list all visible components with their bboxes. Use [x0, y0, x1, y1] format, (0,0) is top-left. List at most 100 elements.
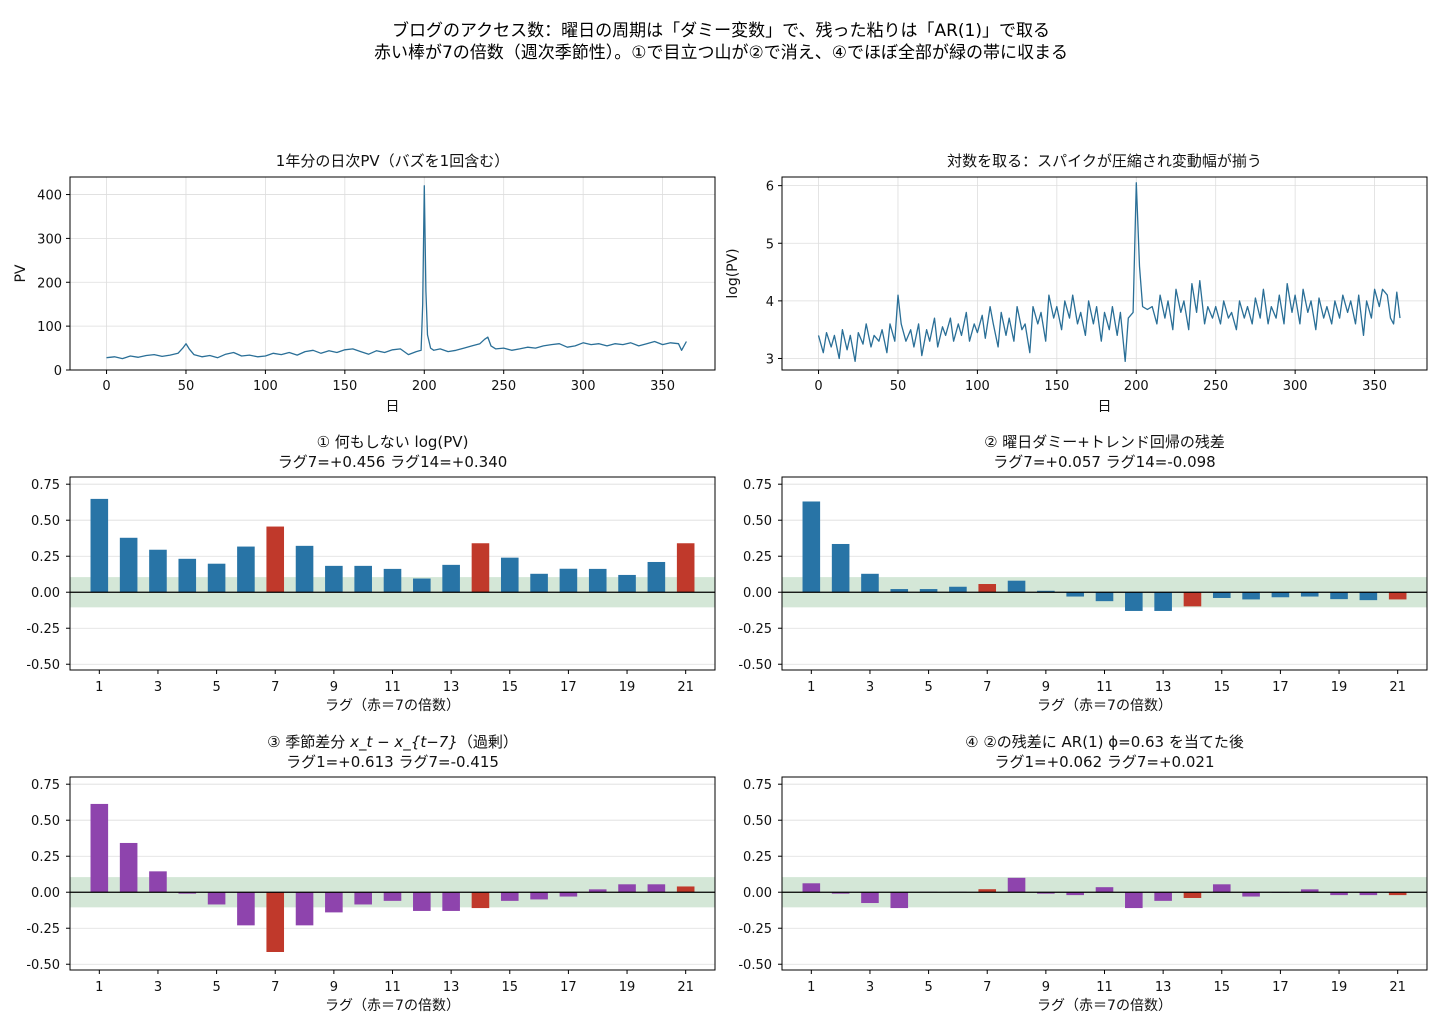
bar-lag [1330, 592, 1348, 600]
suptitle-line2: 赤い棒が7の倍数（週次季節性）。①で目立つ山が②で消え、④でほぼ全部が緑の帯に収… [374, 43, 1068, 63]
x-tick-label: 19 [619, 680, 636, 695]
y-tick-label: 200 [37, 276, 62, 291]
x-tick-label: 19 [619, 980, 636, 995]
y-tick-label: 0.75 [31, 478, 60, 493]
plot-frame [69, 476, 716, 671]
x-tick-label: 1 [95, 980, 103, 995]
panel-title-line2: ラグ7=+0.456 ラグ14=+0.340 [278, 453, 508, 471]
bar-lag [325, 892, 343, 913]
x-tick-label: 11 [1096, 980, 1113, 995]
bar-lag [861, 892, 879, 904]
bar-lag [1242, 892, 1260, 897]
panel-title-line2: ラグ7=+0.057 ラグ14=-0.098 [993, 453, 1215, 471]
x-tick-label: 13 [1155, 680, 1172, 695]
bar-seasonal-lag [471, 543, 490, 593]
y-tick-label: -0.25 [738, 922, 772, 937]
x-tick-label: 13 [443, 980, 460, 995]
y-tick-label: 0.50 [743, 514, 772, 529]
x-tick-label: 21 [677, 980, 694, 995]
x-axis-label: ラグ（赤＝7の倍数） [1037, 698, 1172, 714]
bar-lag [1037, 590, 1055, 593]
bar-seasonal-lag [1388, 592, 1407, 600]
y-tick-label: 0.00 [31, 886, 60, 901]
bar-lag [500, 892, 519, 901]
bar-lag [178, 558, 197, 593]
bar-lag [149, 871, 167, 893]
bar-seasonal-lag [978, 889, 997, 893]
bar-seasonal-lag [266, 892, 285, 952]
y-tick-label: 0.00 [743, 586, 772, 601]
x-tick-label: 9 [1042, 980, 1050, 995]
x-tick-label: 9 [1042, 680, 1050, 695]
x-tick-label: 13 [443, 680, 460, 695]
bar-lag [1037, 892, 1055, 894]
bar-lag [1242, 592, 1260, 600]
y-tick-label: 5 [766, 237, 774, 252]
y-tick-label: 100 [37, 320, 62, 335]
bar-lag [1125, 592, 1143, 611]
bar-lag [1066, 592, 1084, 597]
x-tick-label: 15 [1213, 680, 1230, 695]
x-tick-label: 7 [271, 680, 279, 695]
bar-lag [530, 892, 548, 900]
bar-lag [588, 568, 607, 593]
bar-seasonal-lag [676, 886, 695, 893]
x-tick-label: 1 [95, 680, 103, 695]
x-tick-label: 5 [924, 680, 932, 695]
x-tick-label: 19 [1331, 980, 1348, 995]
x-tick-label: 350 [1362, 379, 1387, 394]
bar-lag [500, 557, 519, 593]
bar-lag [890, 892, 909, 909]
bar-lag [1330, 892, 1348, 896]
x-tick-label: 350 [650, 379, 675, 394]
x-tick-label: 3 [866, 680, 874, 695]
panel-title: 1年分の日次PV（バズを1回含む） [276, 152, 509, 170]
bar-lag [413, 578, 431, 593]
x-axis-label: ラグ（赤＝7の倍数） [325, 998, 460, 1014]
x-tick-label: 15 [1213, 980, 1230, 995]
x-tick-label: 9 [330, 680, 338, 695]
bar-lag [618, 574, 636, 593]
y-tick-label: -0.25 [738, 622, 772, 637]
panel-acf_sdiff: ③ 季節差分 x_t − x_{t−7}（過剰）ラグ1=+0.613 ラグ7=-… [26, 733, 716, 1014]
y-tick-label: -0.50 [738, 958, 772, 973]
y-tick-label: 6 [766, 180, 774, 195]
bar-lag [1271, 592, 1290, 598]
bar-lag [295, 545, 314, 593]
bar-lag [1007, 580, 1026, 593]
bar-seasonal-lag [978, 584, 997, 593]
bar-lag [383, 568, 402, 593]
panel-title-line1: ③ 季節差分 x_t − x_{t−7}（過剰） [267, 733, 518, 752]
x-axis-label: 日 [1098, 399, 1112, 415]
y-tick-label: 0.50 [31, 814, 60, 829]
x-tick-label: 0 [814, 379, 822, 394]
bar-lag [1212, 592, 1231, 598]
x-tick-label: 15 [501, 680, 518, 695]
bar-lag [119, 537, 138, 593]
y-tick-label: 0.25 [31, 850, 60, 865]
x-tick-label: 50 [178, 379, 195, 394]
panel-title-line1: ① 何もしない log(PV) [317, 433, 469, 451]
bar-lag [647, 561, 666, 593]
x-tick-label: 200 [1124, 379, 1149, 394]
x-tick-label: 5 [212, 980, 220, 995]
suptitle-line1: ブログのアクセス数：曜日の周期は「ダミー変数」で、残った粘りは「AR(1)」で取… [392, 20, 1050, 41]
y-tick-label: -0.50 [26, 958, 60, 973]
bar-lag [1359, 892, 1378, 896]
bar-lag [831, 892, 850, 894]
bar-lag [207, 892, 226, 905]
bar-lag [802, 883, 821, 893]
x-tick-label: 15 [501, 980, 518, 995]
bar-lag [237, 892, 255, 926]
bar-lag [618, 884, 636, 893]
x-tick-label: 100 [253, 379, 278, 394]
x-tick-label: 5 [924, 980, 932, 995]
bar-lag [1359, 592, 1378, 601]
plot-frame [781, 176, 1428, 371]
bar-lag [442, 892, 460, 911]
x-tick-label: 7 [983, 680, 991, 695]
x-tick-label: 3 [154, 680, 162, 695]
